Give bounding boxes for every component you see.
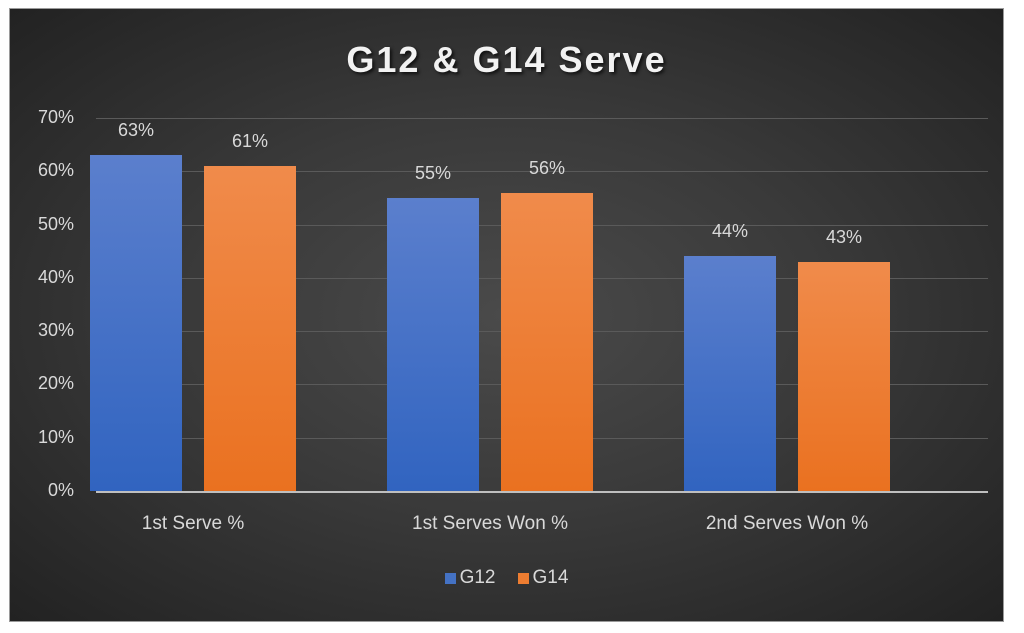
y-tick-label: 60% [37, 160, 74, 181]
data-label: 61% [231, 130, 269, 151]
bar-g12-2 [684, 256, 776, 491]
y-tick-label: 20% [37, 373, 74, 394]
data-label: 44% [711, 221, 749, 242]
y-tick-label: 10% [37, 426, 74, 447]
x-category-label: 1st Serve % [141, 513, 245, 534]
g14-swatch-icon [517, 572, 529, 584]
bar-g14-1 [501, 192, 593, 491]
legend-label-g14: G14 [532, 567, 569, 588]
x-category-label: 1st Serves Won % [412, 513, 568, 534]
y-tick-label: 40% [37, 266, 74, 287]
data-label: 63% [117, 120, 155, 141]
legend-label-g12: G12 [459, 567, 496, 588]
legend-item-g12: G12 [444, 567, 496, 589]
g12-swatch-icon [444, 572, 456, 584]
gridline [96, 171, 988, 173]
bar-g14-2 [798, 261, 890, 491]
x-axis-line [96, 491, 988, 493]
chart-area: G12 & G14 Serve 0% 10% 20% 30% 40% 50% 60% 70% 6… [9, 8, 1004, 622]
data-label: 55% [414, 162, 452, 183]
y-tick-label: 70% [37, 106, 74, 127]
y-tick-label: 0% [47, 480, 74, 500]
legend-item-g14: G14 [517, 567, 569, 589]
bar-g12-0 [90, 155, 182, 491]
data-label: 56% [528, 157, 566, 178]
bar-g12-1 [387, 197, 479, 491]
data-label: 43% [825, 226, 863, 247]
y-tick-label: 30% [37, 320, 74, 341]
y-tick-label: 50% [37, 213, 74, 234]
bar-g14-0 [204, 165, 296, 491]
chart-title: G12 & G14 Serve [346, 39, 667, 80]
gridline [96, 117, 988, 119]
legend: G12 G14 [10, 567, 1003, 589]
x-category-label: 2nd Serves Won % [705, 513, 869, 534]
